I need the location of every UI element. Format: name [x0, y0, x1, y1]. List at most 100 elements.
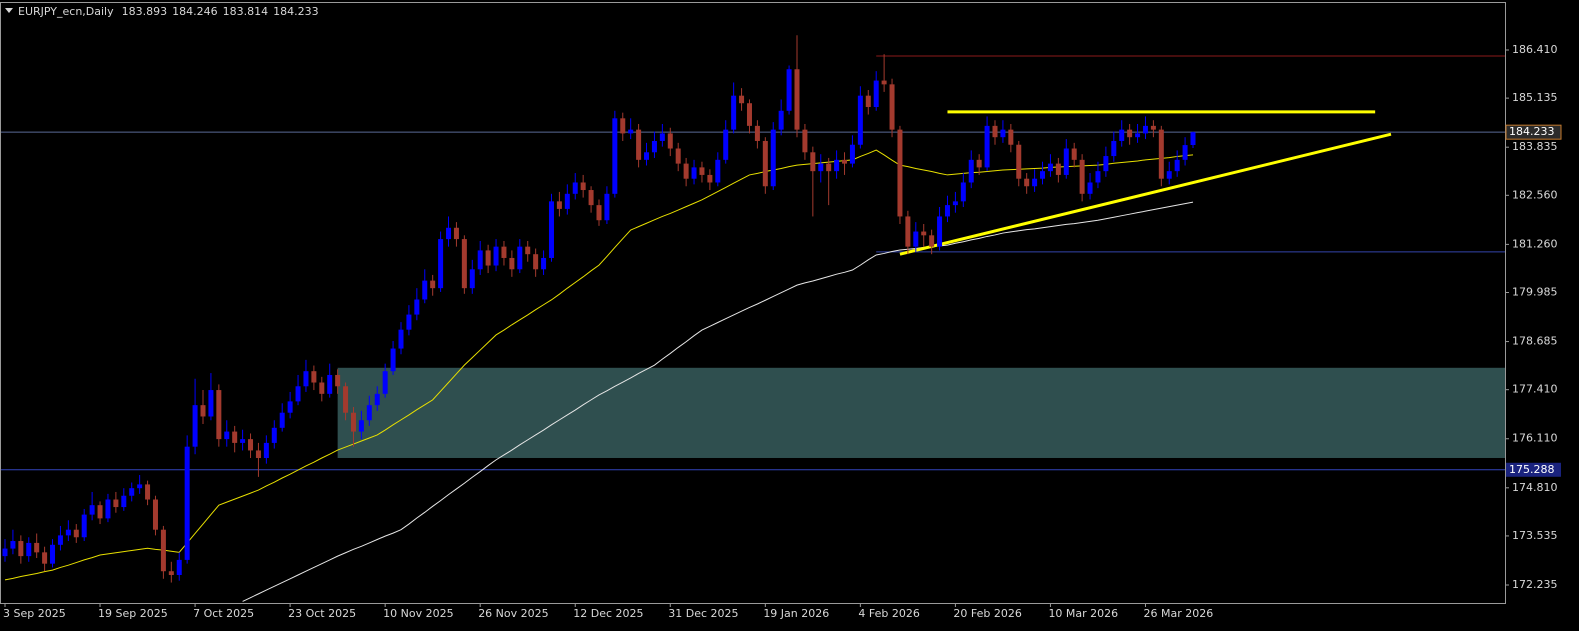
candle-body — [675, 148, 681, 164]
candle-body — [960, 182, 966, 202]
x-tick-label: 31 Dec 2025 — [668, 607, 738, 620]
x-tick-label: 4 Feb 2026 — [858, 607, 919, 620]
candle-body — [176, 559, 182, 575]
candle-body — [1142, 125, 1148, 134]
candle-body — [644, 152, 650, 160]
candle-body — [1071, 148, 1077, 160]
candle-body — [1166, 171, 1172, 179]
y-tick-label: 178.685 — [1512, 335, 1558, 348]
candle-body — [548, 201, 554, 258]
candle-body — [34, 542, 40, 553]
trendline — [899, 132, 1392, 256]
candle-body — [1032, 178, 1038, 187]
candle-body — [620, 118, 626, 134]
candle-body — [374, 393, 380, 406]
moving-average — [242, 201, 1194, 602]
candle-body — [160, 529, 166, 572]
candle-body — [525, 246, 531, 255]
candle-body — [303, 371, 309, 387]
candle-body — [446, 227, 452, 240]
candle-body — [1047, 163, 1053, 172]
candle-body — [42, 552, 48, 564]
candle-body — [754, 125, 760, 141]
candle-body — [802, 129, 808, 153]
candle-body — [834, 159, 840, 172]
y-tick-label: 177.410 — [1512, 383, 1558, 396]
candle-body — [1095, 171, 1101, 183]
candle-body — [279, 412, 285, 428]
candle-body — [232, 431, 238, 443]
y-tick-label: 182.560 — [1512, 188, 1558, 201]
candle-body — [873, 80, 879, 107]
candle-body — [311, 371, 317, 383]
candle-body — [81, 514, 87, 538]
candle-body — [683, 163, 689, 179]
candle-body — [707, 174, 713, 183]
candle-body — [857, 95, 863, 145]
candle-body — [200, 405, 206, 417]
candle-body — [382, 371, 388, 394]
candle-body — [105, 499, 111, 519]
candle-body — [596, 205, 602, 221]
candle-body — [1103, 156, 1109, 172]
candle-body — [786, 69, 792, 111]
candle-body — [358, 420, 364, 432]
candle-body — [810, 152, 816, 172]
candle-body — [485, 250, 491, 266]
symbol: EURJPY_ecn,Daily — [18, 5, 114, 18]
candle-body — [628, 129, 634, 134]
candle-body — [430, 280, 436, 289]
x-tick-label: 10 Nov 2025 — [383, 607, 453, 620]
candle-body — [137, 484, 143, 489]
candle-body — [1150, 125, 1156, 130]
candle-body — [366, 405, 372, 421]
candle-body — [248, 439, 254, 451]
candle-body — [588, 190, 594, 206]
x-tick-label: 26 Mar 2026 — [1143, 607, 1213, 620]
candle-body — [691, 167, 697, 179]
candle-body — [984, 125, 990, 168]
candle-body — [469, 269, 475, 289]
candle-body — [533, 254, 539, 270]
candle-body — [905, 216, 911, 247]
x-tick-label: 12 Dec 2025 — [573, 607, 643, 620]
current-price-tag — [1505, 124, 1562, 140]
candle-body — [57, 535, 63, 545]
candle-body — [881, 80, 887, 85]
candle-body — [1008, 129, 1014, 145]
candle-body — [517, 246, 523, 270]
candle-body — [343, 386, 349, 413]
candle-body — [145, 484, 151, 500]
candle-body — [192, 405, 198, 447]
price-tag — [1506, 462, 1561, 477]
candle-body — [944, 205, 950, 217]
candle-body — [826, 163, 832, 172]
candle-body — [438, 239, 444, 289]
candle-body — [97, 505, 103, 519]
candle-body — [2, 548, 8, 557]
y-tick-label: 173.535 — [1512, 529, 1558, 542]
candle-body — [1111, 140, 1117, 157]
y-tick-label: 185.135 — [1512, 91, 1558, 104]
candle-body — [168, 571, 174, 575]
candle-body — [778, 110, 784, 130]
candle-body — [152, 499, 158, 530]
candle-body — [398, 329, 404, 349]
candle-body — [113, 499, 119, 508]
x-tick-label: 26 Nov 2025 — [478, 607, 548, 620]
candle-body — [208, 390, 214, 417]
candle-body — [263, 442, 269, 458]
candle-body — [770, 129, 776, 187]
moving-average — [4, 149, 1194, 581]
candle-body — [509, 257, 515, 270]
y-tick-label: 186.410 — [1512, 43, 1558, 56]
candle-body — [913, 231, 919, 247]
candle-body — [477, 250, 483, 270]
candle-body — [580, 182, 586, 191]
candle-body — [842, 159, 848, 164]
candle-body — [897, 129, 903, 217]
candle-body — [1087, 182, 1093, 194]
candle-body — [976, 159, 982, 168]
candle-body — [224, 431, 230, 440]
candle-body — [739, 95, 745, 104]
